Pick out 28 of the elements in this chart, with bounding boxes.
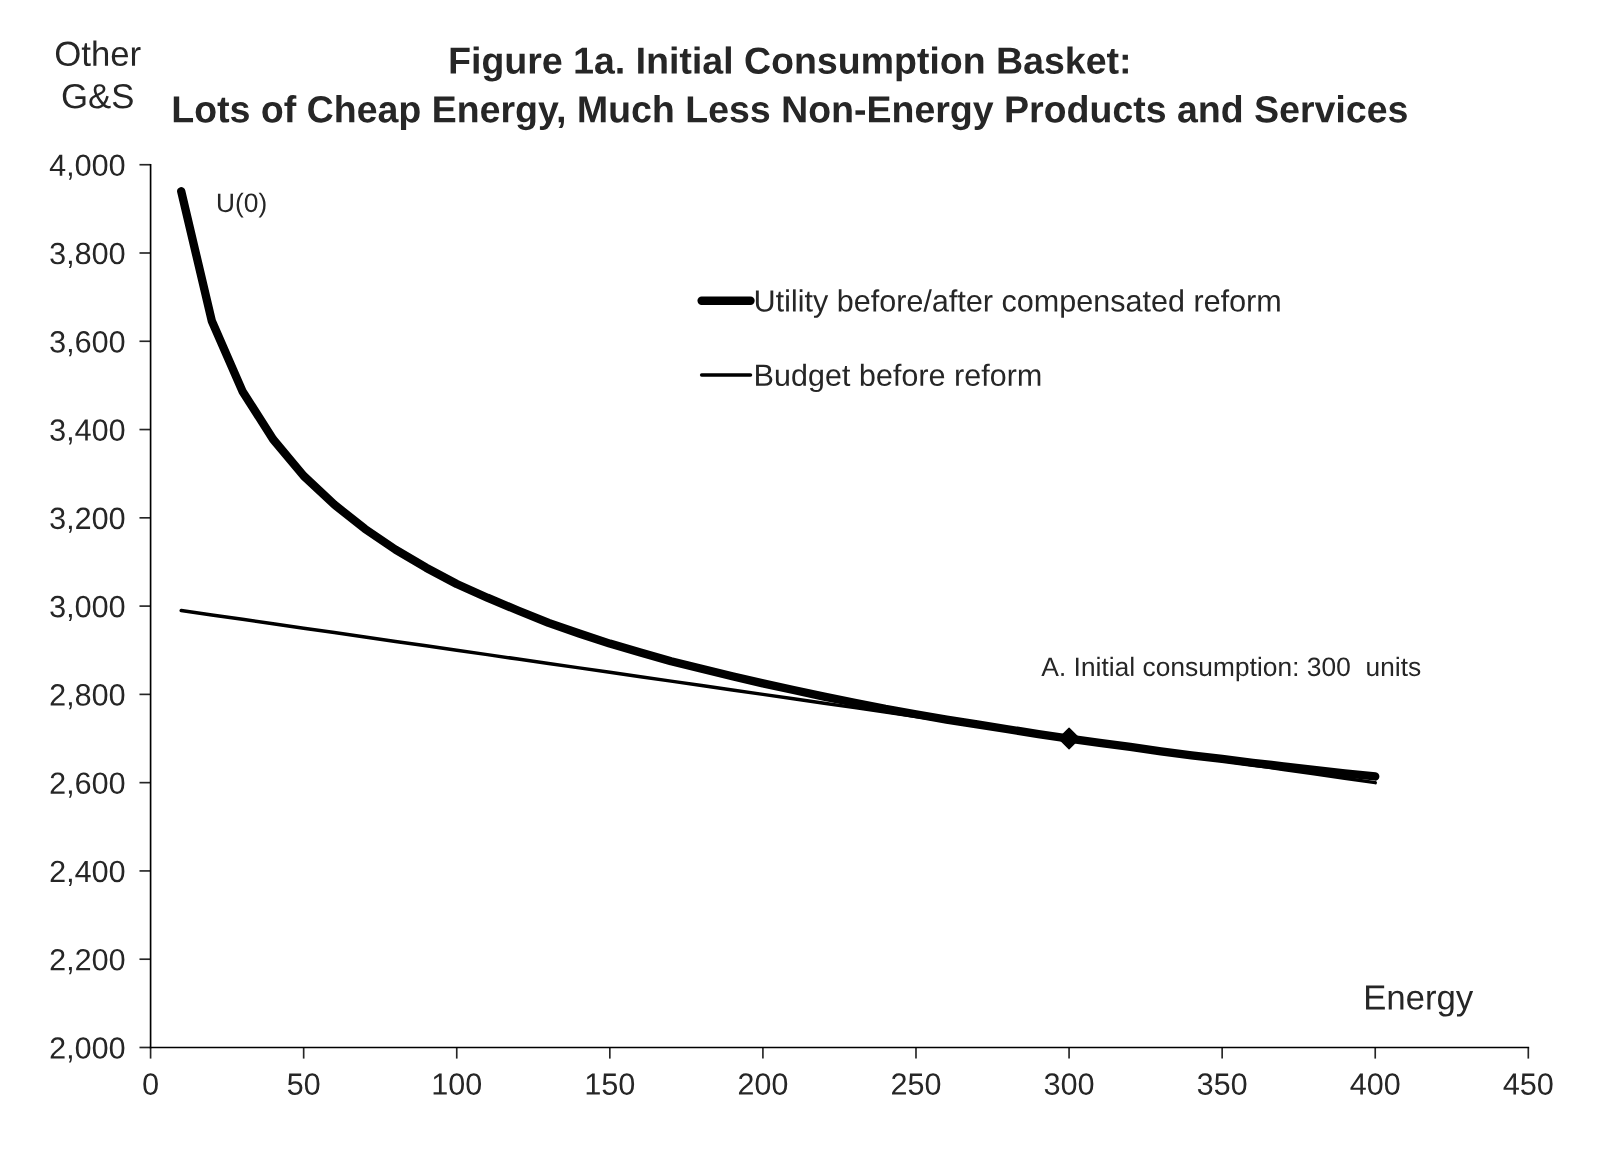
annotation: A. Initial consumption: 300 units — [1041, 656, 1421, 682]
y-tick-label: 2,000 — [50, 1037, 125, 1063]
y-tick-label: 2,800 — [50, 684, 125, 710]
x-tick-label: 150 — [586, 1073, 635, 1095]
y-tick-label: 2,200 — [50, 948, 125, 975]
chart-title: Figure 1a. Initial Consumption Basket: Lots of Cheap Energy, Much Less Non-Energy Products and Services — [173, 46, 1407, 131]
x-tick-label: 50 — [287, 1073, 320, 1095]
legend-label: Utility before/after compensated reform — [755, 289, 1280, 318]
y-tick-label: 3,600 — [50, 331, 125, 357]
x-tick-label: 400 — [1350, 1073, 1400, 1095]
y-tick-label: 2,400 — [50, 860, 125, 886]
x-axis-title: Energy — [1366, 985, 1474, 1017]
y-tick-label: 2,600 — [50, 772, 125, 798]
x-tick-label: 250 — [892, 1073, 941, 1095]
x-tick-label: 300 — [1044, 1073, 1094, 1095]
y-tick-label: 3,400 — [50, 419, 125, 445]
y-tick-label: 3,000 — [50, 595, 125, 622]
x-tick-label: 450 — [1503, 1073, 1553, 1095]
x-tick-label: 200 — [738, 1073, 788, 1095]
y-tick-label: 3,200 — [50, 507, 125, 533]
x-tick-label: 0 — [143, 1073, 158, 1095]
y-tick-label: 3,800 — [50, 242, 125, 268]
legend-label: Budget before reform — [756, 363, 1041, 393]
y-tick-label: 4,000 — [49, 154, 125, 180]
y-axis-title: Other G&S — [55, 40, 141, 109]
annotation: U(0) — [217, 192, 266, 218]
x-tick-label: 100 — [433, 1073, 482, 1095]
x-tick-label: 350 — [1197, 1073, 1247, 1095]
